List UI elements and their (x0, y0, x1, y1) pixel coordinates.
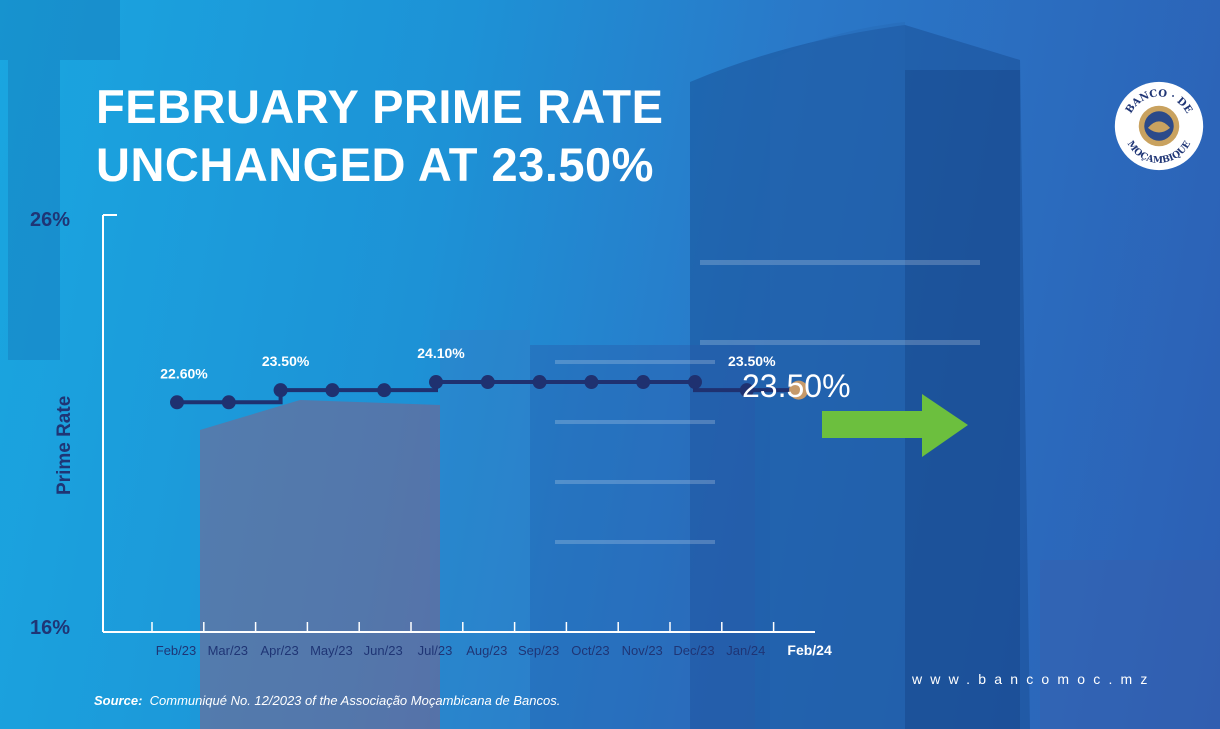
x-tick-label: Aug/23 (466, 643, 507, 658)
highlight-point (789, 380, 809, 400)
x-tick-label: Oct/23 (571, 643, 609, 658)
x-tick-label: Sep/23 (518, 643, 559, 658)
right-arrow-icon (822, 394, 968, 457)
y-tick-label-top: 26% (30, 209, 70, 231)
x-tick-label: Jun/23 (364, 643, 403, 658)
chart-axes: 26% 16% (30, 209, 815, 639)
data-point (688, 375, 702, 390)
current-rate-value: 23.50% (742, 368, 851, 404)
data-point (532, 375, 547, 390)
data-label: 22.60% (160, 365, 208, 381)
y-axis-label: Prime Rate (54, 395, 75, 495)
x-tick-label: Mar/23 (208, 643, 248, 658)
website-url[interactable]: www.bancomoc.mz (912, 671, 1156, 687)
series-points (170, 375, 809, 410)
data-label: 23.50% (262, 353, 310, 369)
data-point (480, 375, 495, 390)
x-tick-label: Jul/23 (418, 643, 453, 658)
data-point (377, 383, 392, 398)
data-labels: 22.60% 23.50% 24.10% 23.50% (160, 345, 776, 381)
y-tick-label-bottom: 16% (30, 617, 70, 639)
data-point (584, 375, 599, 390)
data-point (170, 395, 184, 410)
x-tick-label: Dec/23 (673, 643, 714, 658)
banco-de-mocambique-seal-icon: BANCO · DE MOÇAMBIQUE (1114, 81, 1204, 171)
headline-line-2: UNCHANGED AT 23.50% (96, 138, 654, 191)
source-text: Communiqué No. 12/2023 of the Associação… (149, 693, 561, 708)
data-point (739, 383, 754, 398)
data-point (273, 383, 288, 398)
arrow-group (822, 394, 968, 457)
source-note: Source: Communiqué No. 12/2023 of the As… (94, 693, 560, 708)
x-tick-label: Feb/23 (156, 643, 196, 658)
x-tick-labels: Feb/23 Mar/23 Apr/23 May/23 Jun/23 Jul/23 Aug/… (156, 642, 832, 658)
data-point (221, 395, 236, 410)
headline-line-1: FEBRUARY PRIME RATE (96, 80, 664, 133)
data-point (429, 375, 443, 390)
data-point (325, 383, 340, 398)
data-label: 23.50% (728, 353, 776, 369)
x-tick-label: Feb/24 (787, 642, 832, 658)
x-tick-label: Jan/24 (726, 643, 765, 658)
x-tick-label: May/23 (310, 643, 353, 658)
data-label: 24.10% (417, 345, 465, 361)
source-colon: : (138, 693, 143, 708)
source-label: Source (94, 693, 139, 708)
headline: FEBRUARY PRIME RATE UNCHANGED AT 23.50% (96, 78, 663, 194)
x-tick-label: Apr/23 (260, 643, 298, 658)
x-tick-label: Nov/23 (622, 643, 663, 658)
data-point (636, 375, 651, 390)
